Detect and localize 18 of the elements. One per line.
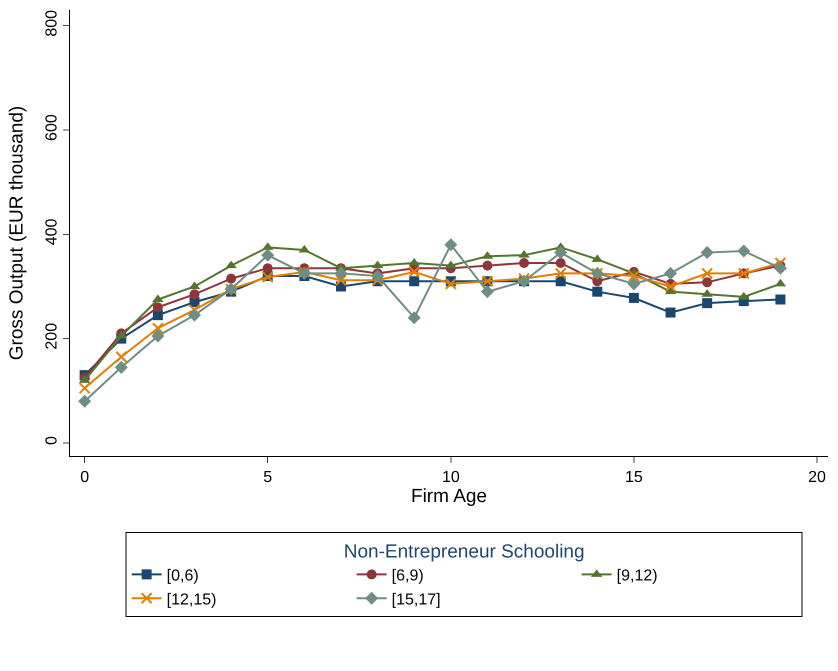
y-tick-label: 600 [44,114,61,141]
x-tick-label: 5 [263,469,272,486]
x-tick-label: 10 [442,469,460,486]
y-tick-label: 800 [44,10,61,37]
legend-label: [12,15) [166,591,216,608]
x-tick-label: 0 [80,469,90,486]
y-tick-label: 400 [44,218,61,246]
x-tick-label: 15 [625,469,643,486]
x-tick-label: 20 [808,469,826,486]
y-axis-title: Gross Output (EUR thousand) [6,106,28,360]
legend-title: Non-Entrepreneur Schooling [344,542,585,563]
y-tick-label: 0 [44,436,61,446]
legend-label: [0,6) [166,568,199,585]
legend-label: [15,17] [392,591,441,608]
legend-label: [9,12) [616,568,658,585]
y-tick-label: 200 [44,322,61,350]
legend-label: [6,9) [392,568,424,585]
x-axis-title: Firm Age [410,486,488,508]
